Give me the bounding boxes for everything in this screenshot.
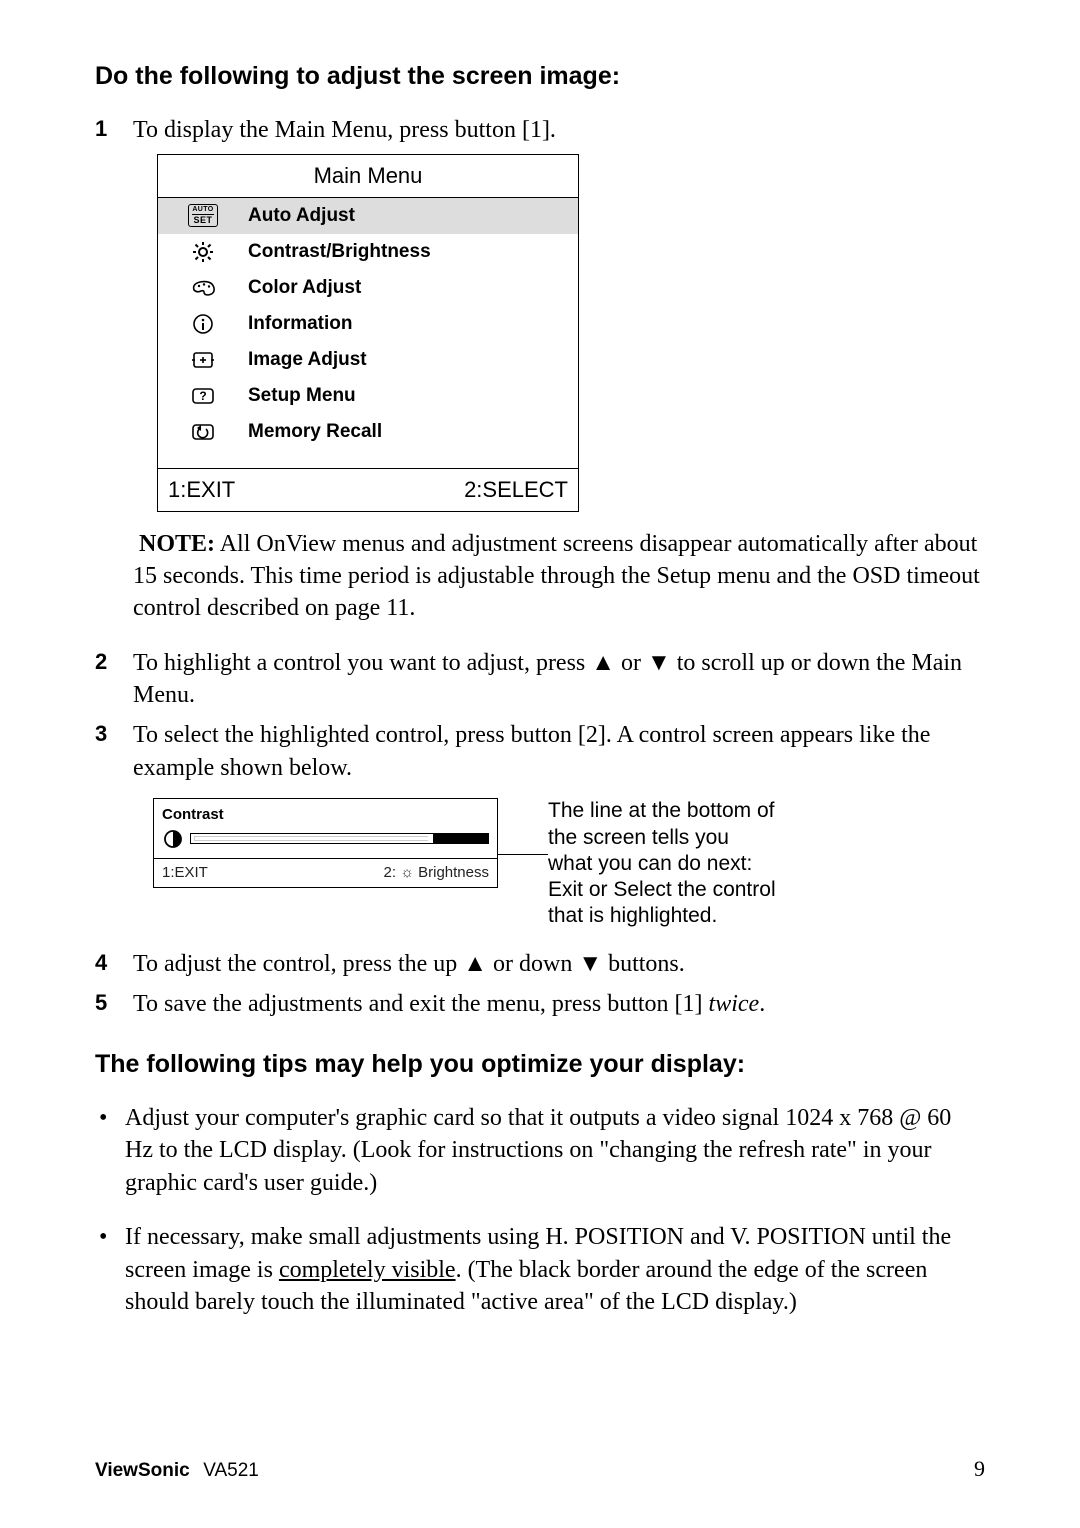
footer-brand: ViewSonic xyxy=(95,1460,190,1481)
step-1: 1 To display the Main Menu, press button… xyxy=(95,114,985,146)
tip-2-text: If necessary, make small adjustments usi… xyxy=(125,1221,985,1318)
menu-label: Image Adjust xyxy=(248,347,578,373)
step-3-num: 3 xyxy=(95,719,133,749)
tip-1-text: Adjust your computer's graphic card so t… xyxy=(125,1102,985,1199)
callout-line xyxy=(498,854,548,855)
heading-tips: The following tips may help you optimize… xyxy=(95,1048,985,1082)
slider-track xyxy=(190,833,489,844)
tips-list: • Adjust your computer's graphic card so… xyxy=(95,1102,985,1318)
menu-label: Auto Adjust xyxy=(248,203,578,229)
footer-model: VA521 xyxy=(203,1460,259,1481)
menu-item-image-adjust: Image Adjust xyxy=(158,342,578,378)
step-4: 4 To adjust the control, press the up ▲ … xyxy=(95,948,985,980)
contrast-icon xyxy=(162,828,184,850)
auto-set-icon: AUTO SET xyxy=(158,204,248,227)
step-2: 2 To highlight a control you want to adj… xyxy=(95,647,985,712)
page-footer: ViewSonic VA521 9 xyxy=(95,1454,985,1484)
menu-item-memory-recall: Memory Recall xyxy=(158,414,578,450)
menu-label: Memory Recall xyxy=(248,419,578,445)
contrast-label: Contrast xyxy=(162,805,489,825)
step-2-num: 2 xyxy=(95,647,133,677)
menu-item-color: Color Adjust xyxy=(158,270,578,306)
autoset-top: AUTO xyxy=(192,206,213,215)
main-menu-title: Main Menu xyxy=(158,155,578,197)
menu-footer-right: 2:SELECT xyxy=(464,475,568,505)
slider-fill xyxy=(433,834,488,843)
menu-label: Color Adjust xyxy=(248,275,578,301)
step-3-text: To select the highlighted control, press… xyxy=(133,719,985,784)
step-5: 5 To save the adjustments and exit the m… xyxy=(95,988,985,1020)
menu-item-contrast: Contrast/Brightness xyxy=(158,234,578,270)
bullet-icon: • xyxy=(95,1102,125,1199)
contrast-footer-right: 2: ☼ Brightness xyxy=(384,863,489,883)
callout-text: The line at the bottom of the screen tel… xyxy=(548,798,778,929)
svg-text:?: ? xyxy=(199,389,206,403)
sun-icon xyxy=(158,240,248,264)
main-menu-footer: 1:EXIT 2:SELECT xyxy=(158,468,578,511)
menu-label: Information xyxy=(248,311,578,337)
footer-page: 9 xyxy=(974,1454,985,1484)
step-4-text: To adjust the control, press the up ▲ or… xyxy=(133,948,985,980)
step-5-num: 5 xyxy=(95,988,133,1018)
tip-1: • Adjust your computer's graphic card so… xyxy=(95,1102,985,1199)
menu-label: Contrast/Brightness xyxy=(248,239,578,265)
step-1-num: 1 xyxy=(95,114,133,144)
step-2-text: To highlight a control you want to adjus… xyxy=(133,647,985,712)
main-menu-box: Main Menu AUTO SET Auto Adjust Contrast/… xyxy=(157,154,579,511)
palette-icon xyxy=(158,278,248,298)
menu-label: Setup Menu xyxy=(248,383,578,409)
step-4-num: 4 xyxy=(95,948,133,978)
contrast-slider xyxy=(162,828,489,850)
menu-item-information: Information xyxy=(158,306,578,342)
menu-footer-left: 1:EXIT xyxy=(168,475,235,505)
contrast-footer-left: 1:EXIT xyxy=(162,863,208,883)
heading-adjust: Do the following to adjust the screen im… xyxy=(95,60,985,94)
bullet-icon: • xyxy=(95,1221,125,1318)
menu-item-setup: ? Setup Menu xyxy=(158,378,578,414)
image-adjust-icon xyxy=(158,349,248,371)
contrast-box: Contrast 1:EXIT 2: ☼ Brightness xyxy=(153,798,498,888)
tip-2: • If necessary, make small adjustments u… xyxy=(95,1221,985,1318)
note-block: NOTE: All OnView menus and adjustment sc… xyxy=(133,528,985,625)
step-1-text: To display the Main Menu, press button [… xyxy=(133,114,985,146)
menu-item-auto-adjust: AUTO SET Auto Adjust xyxy=(158,198,578,234)
recall-icon xyxy=(158,422,248,442)
step-5-text: To save the adjustments and exit the men… xyxy=(133,988,985,1020)
contrast-example: Contrast 1:EXIT 2: ☼ Brightness The line… xyxy=(153,798,985,929)
info-icon xyxy=(158,313,248,335)
note-label: NOTE: xyxy=(139,531,215,557)
note-text: All OnView menus and adjustment screens … xyxy=(133,531,980,622)
autoset-bot: SET xyxy=(192,215,213,225)
step-3: 3 To select the highlighted control, pre… xyxy=(95,719,985,784)
contrast-footer: 1:EXIT 2: ☼ Brightness xyxy=(154,858,497,887)
question-icon: ? xyxy=(158,386,248,406)
